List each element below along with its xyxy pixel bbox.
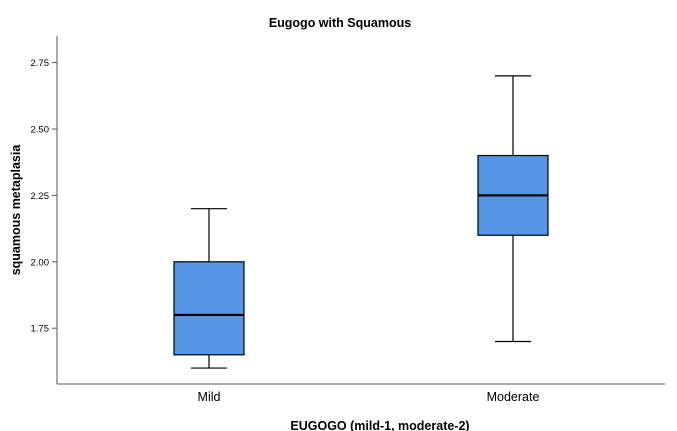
x-category-labels: Mild Moderate: [198, 390, 540, 404]
x-category-label: Mild: [198, 390, 221, 404]
chart-title: Eugogo with Squamous: [269, 16, 411, 30]
x-category-label: Moderate: [487, 390, 540, 404]
y-tick-label: 2.75: [31, 58, 50, 69]
y-tick-label: 2.25: [31, 191, 50, 202]
y-axis-label: squamous metaplasia: [9, 144, 23, 276]
y-tick-label: 1.75: [31, 324, 50, 335]
iqr-box: [173, 261, 245, 356]
x-axis-label: EUGOGO (mild-1, moderate-2): [290, 419, 469, 431]
y-tick-label: 2.00: [31, 257, 50, 268]
box-moderate: [477, 75, 549, 343]
box-mild: [173, 208, 245, 369]
boxes: [173, 75, 549, 369]
y-tick-label: 2.50: [31, 124, 50, 135]
y-ticks: 1.75 2.00 2.25 2.50 2.75: [31, 58, 57, 335]
